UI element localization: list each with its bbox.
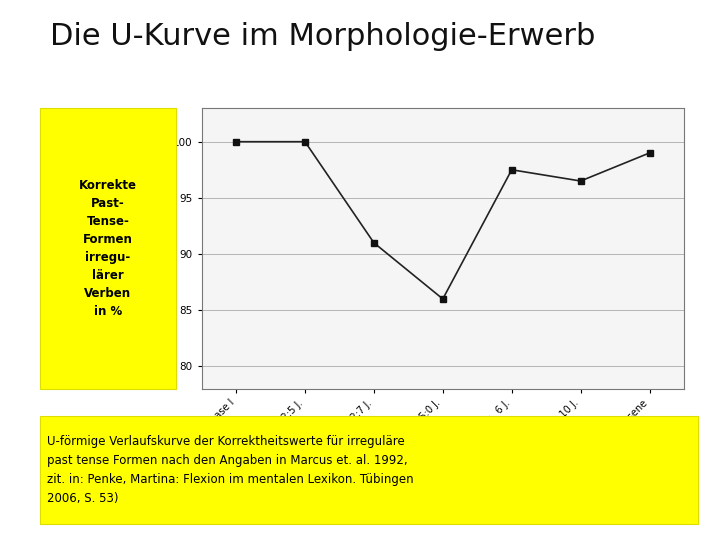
Text: U-förmige Verlaufskurve der Korrektheitswerte für irreguläre
past tense Formen n: U-förmige Verlaufskurve der Korrektheits… xyxy=(47,435,413,505)
Text: Korrekte
Past-
Tense-
Formen
irregu-
lärer
Verben
in %: Korrekte Past- Tense- Formen irregu- lär… xyxy=(79,179,137,318)
Text: Die U-Kurve im Morphologie-Erwerb: Die U-Kurve im Morphologie-Erwerb xyxy=(50,22,595,51)
